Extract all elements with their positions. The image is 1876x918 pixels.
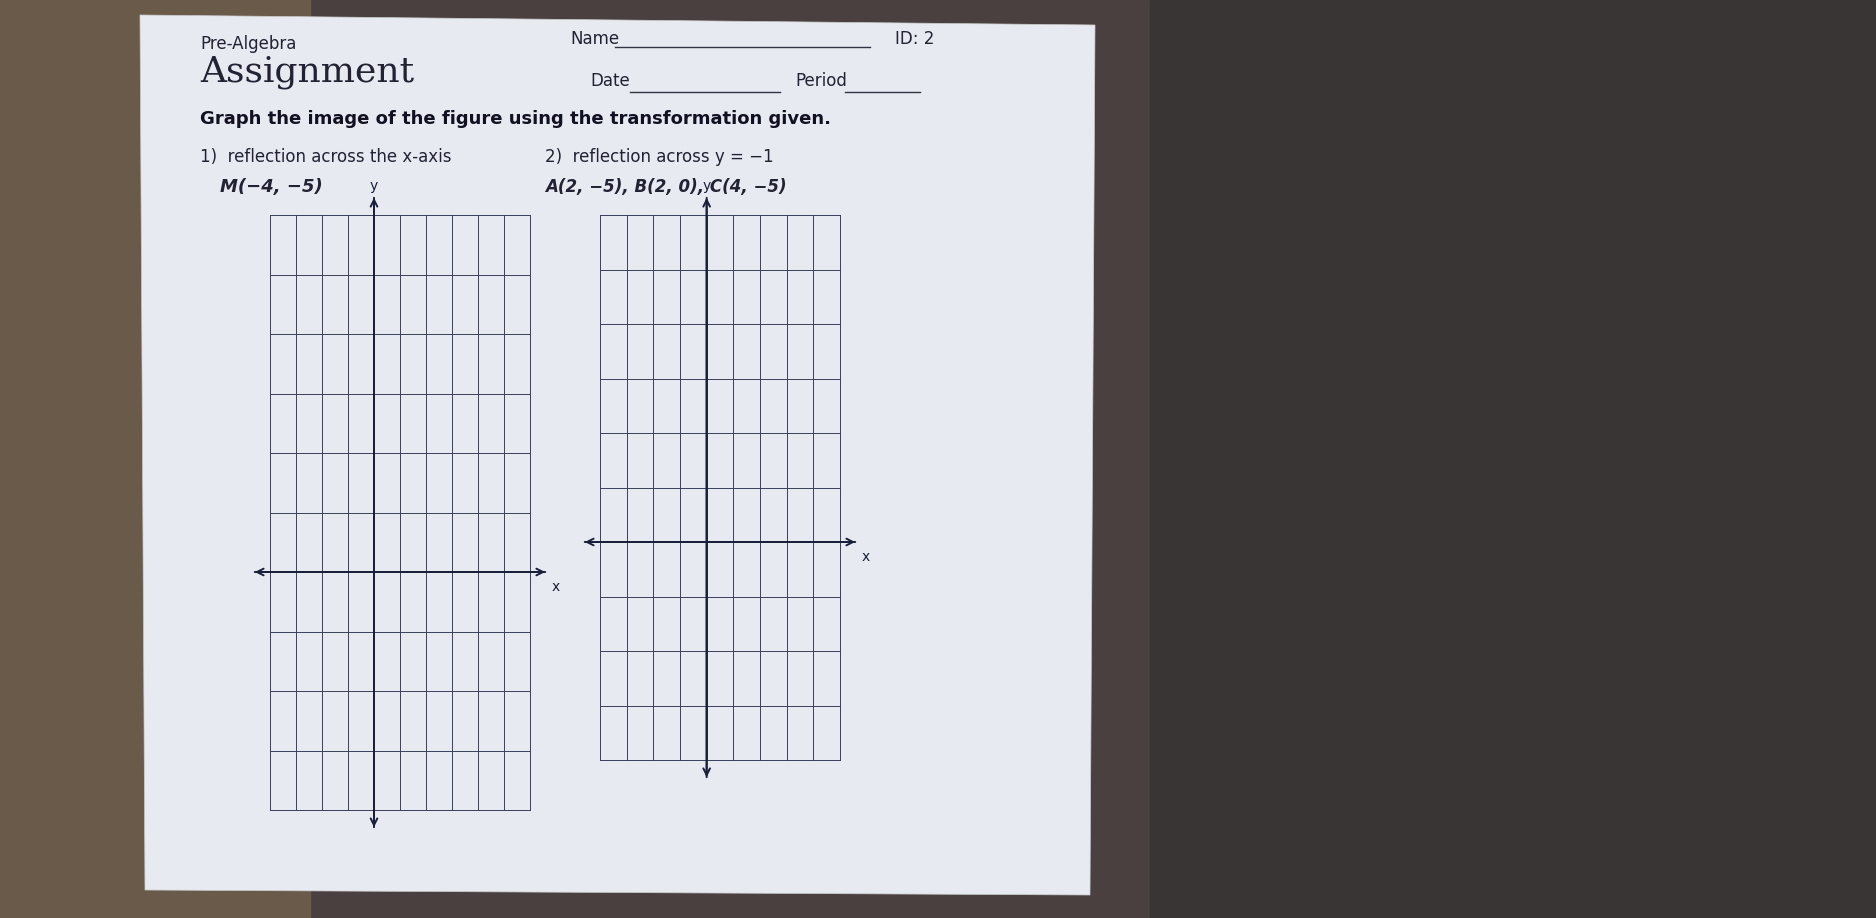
Text: Pre-Algebra: Pre-Algebra <box>201 35 296 53</box>
Text: Date: Date <box>589 72 630 90</box>
Text: A(2, −5), B(2, 0), C(4, −5): A(2, −5), B(2, 0), C(4, −5) <box>546 178 786 196</box>
Text: y: y <box>370 179 379 193</box>
Text: Name: Name <box>570 30 619 48</box>
Bar <box>1150 0 1876 918</box>
Bar <box>0 0 310 918</box>
Text: Period: Period <box>795 72 846 90</box>
Text: 1)  reflection across the x-axis: 1) reflection across the x-axis <box>201 148 452 166</box>
Text: ID: 2: ID: 2 <box>895 30 934 48</box>
Text: y: y <box>702 179 711 193</box>
Text: Assignment: Assignment <box>201 55 415 89</box>
Text: 2)  reflection across y = −1: 2) reflection across y = −1 <box>546 148 773 166</box>
Polygon shape <box>141 15 1096 895</box>
Text: Graph the image of the figure using the transformation given.: Graph the image of the figure using the … <box>201 110 831 128</box>
Text: x: x <box>552 580 561 594</box>
Text: M(−4, −5): M(−4, −5) <box>219 178 323 196</box>
Text: x: x <box>861 550 870 564</box>
